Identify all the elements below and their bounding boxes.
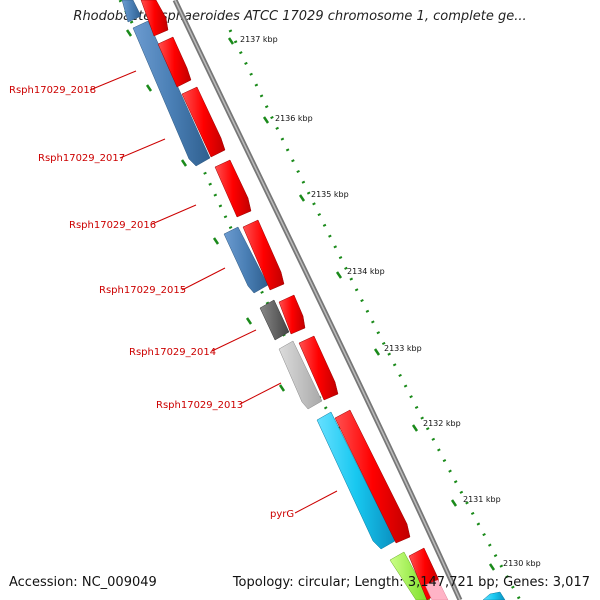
gene-red-6[interactable] [298,335,339,401]
kbp-label-2137: 2137 kbp [240,35,278,44]
gene-rsph17029-2015[interactable] [223,226,269,294]
gene-red-2[interactable] [181,86,226,158]
gene-red-1[interactable] [157,36,192,88]
gene-label-pyrG[interactable]: pyrG [270,509,294,520]
gene-blue-edge[interactable] [482,591,506,600]
length-value: 3,147,721 bp [407,575,495,590]
gene-pyrG[interactable] [316,411,396,550]
gene-blue-top[interactable] [121,0,142,23]
gene-red-top[interactable] [140,0,169,37]
kbp-tick-marks [227,37,496,571]
gene-label-rsph17029-2013[interactable]: Rsph17029_2013 [156,400,243,411]
length-label: Length: [354,575,404,590]
accession-label: Accession: [9,575,78,590]
gene-red-5[interactable] [278,294,306,335]
accession-info: Accession: NC_009049 [9,575,157,590]
topology-label: Topology: [232,575,294,590]
gene-rsph17029-2013[interactable] [278,340,323,410]
kbp-label-2134: 2134 kbp [347,267,385,276]
kbp-label-2133: 2133 kbp [384,344,422,353]
gene-label-rsph17029-2016[interactable]: Rsph17029_2016 [69,220,156,231]
kbp-label-2130: 2130 kbp [503,559,541,568]
gene-pink[interactable] [424,579,449,600]
genes-label: Genes: [503,575,549,590]
gene-red-4[interactable] [242,219,285,291]
gene-lime[interactable] [389,551,431,600]
gene-rsph17029-2014[interactable] [259,299,290,341]
genome-summary: Topology: circular; Length: 3,147,721 bp… [232,575,590,590]
inner-ring-dashes [125,29,286,392]
gene-label-rsph17029-2015[interactable]: Rsph17029_2015 [99,285,186,296]
kbp-label-2135: 2135 kbp [311,190,349,199]
gene-red-7[interactable] [334,409,411,544]
topology-value: circular [297,575,346,590]
gene-rsph17029-2018[interactable] [132,20,211,167]
tick-ring-outer [228,29,522,600]
gene-label-rsph17029-2018[interactable]: Rsph17029_2018 [9,85,96,96]
kbp-label-2132: 2132 kbp [423,419,461,428]
gene-label-rsph17029-2014[interactable]: Rsph17029_2014 [129,347,216,358]
accession-value: NC_009049 [81,575,157,590]
gene-red-3[interactable] [214,159,252,218]
kbp-label-2136: 2136 kbp [275,114,313,123]
gene-label-rsph17029-2017[interactable]: Rsph17029_2017 [38,153,125,164]
label-leader-lines [89,70,338,514]
kbp-label-2131: 2131 kbp [463,495,501,504]
genes-value: 3,017 [552,575,590,590]
